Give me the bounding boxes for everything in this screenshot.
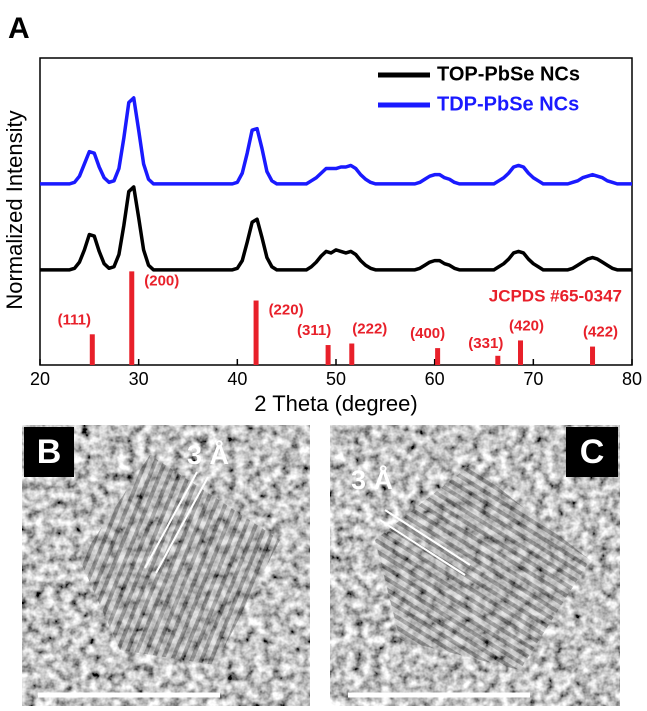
legend-label: TDP-PbSe NCs bbox=[437, 93, 579, 115]
peak-label: (111) bbox=[58, 311, 91, 328]
x-tick-label: 60 bbox=[425, 369, 445, 389]
reference-peak bbox=[495, 355, 501, 365]
peak-label: (420) bbox=[509, 317, 544, 334]
panel-label-box bbox=[566, 427, 618, 477]
panel-label: B bbox=[37, 433, 62, 471]
x-tick-label: 80 bbox=[622, 369, 642, 389]
panel-label: A bbox=[8, 12, 30, 45]
peak-label: (220) bbox=[269, 301, 304, 318]
x-tick-label: 70 bbox=[523, 369, 543, 389]
reference-peak bbox=[129, 271, 135, 365]
peak-label: (422) bbox=[583, 324, 618, 341]
reference-peak bbox=[89, 334, 95, 365]
panel-label: C bbox=[580, 433, 605, 471]
reference-peak bbox=[518, 340, 524, 365]
x-axis-label: 2 Theta (degree) bbox=[254, 391, 417, 416]
reference-peak bbox=[349, 343, 355, 365]
lattice-spacing: 3 Å bbox=[187, 439, 229, 470]
x-tick-label: 30 bbox=[129, 369, 149, 389]
reference-peak bbox=[253, 300, 259, 365]
reference-peak bbox=[435, 348, 441, 365]
peak-label: (222) bbox=[352, 320, 387, 337]
xrd-trace bbox=[40, 185, 632, 272]
x-tick-label: 20 bbox=[30, 369, 50, 389]
x-tick-label: 50 bbox=[326, 369, 346, 389]
y-axis-label: Normalized Intensity bbox=[2, 110, 27, 309]
peak-label: (400) bbox=[410, 325, 445, 342]
peak-label: (200) bbox=[144, 272, 179, 289]
x-tick-label: 40 bbox=[227, 369, 247, 389]
reference-peak bbox=[325, 345, 331, 365]
peak-label: (331) bbox=[468, 335, 503, 352]
panel-label-box bbox=[24, 427, 74, 477]
legend-label: TOP-PbSe NCs bbox=[437, 63, 580, 85]
reference-peak bbox=[590, 346, 596, 365]
peak-label: (311) bbox=[297, 322, 331, 339]
xrd-trace bbox=[40, 96, 632, 186]
reference-label: JCPDS #65-0347 bbox=[489, 286, 622, 305]
lattice-spacing: 3 Å bbox=[351, 464, 393, 495]
